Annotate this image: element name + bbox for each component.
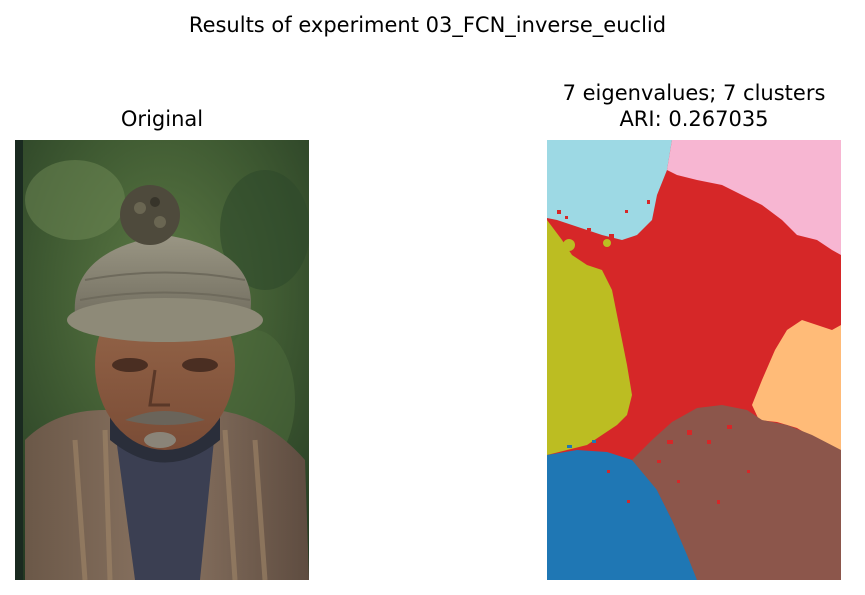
figure-suptitle: Results of experiment 03_FCN_inverse_euc… (188, 13, 667, 37)
cluster-brown-region (632, 405, 841, 580)
cluster-blue-speckles (567, 440, 596, 448)
segmentation-map (547, 140, 841, 580)
cluster-boundary-speckles (557, 200, 750, 504)
cluster-sky-blue-region (547, 140, 672, 240)
cluster-olive-speckles (563, 239, 611, 251)
panel-segmentation-title: 7 eigenvalues; 7 clusters ARI: 0.267035 (547, 80, 841, 132)
cluster-blue-region (547, 450, 697, 580)
original-photo (15, 140, 309, 580)
panel-segmentation-title-line-2: ARI: 0.267035 (619, 107, 769, 131)
cluster-pink-region (667, 140, 841, 255)
panel-original-title-line: Original (120, 107, 204, 131)
cluster-orange-region (752, 320, 841, 450)
segmentation-map-svg (547, 140, 841, 580)
original-photo-svg (15, 140, 309, 580)
panel-original-title: Original (15, 106, 309, 132)
panel-segmentation-title-line-1: 7 eigenvalues; 7 clusters (562, 81, 826, 105)
cluster-olive-region (547, 220, 632, 455)
